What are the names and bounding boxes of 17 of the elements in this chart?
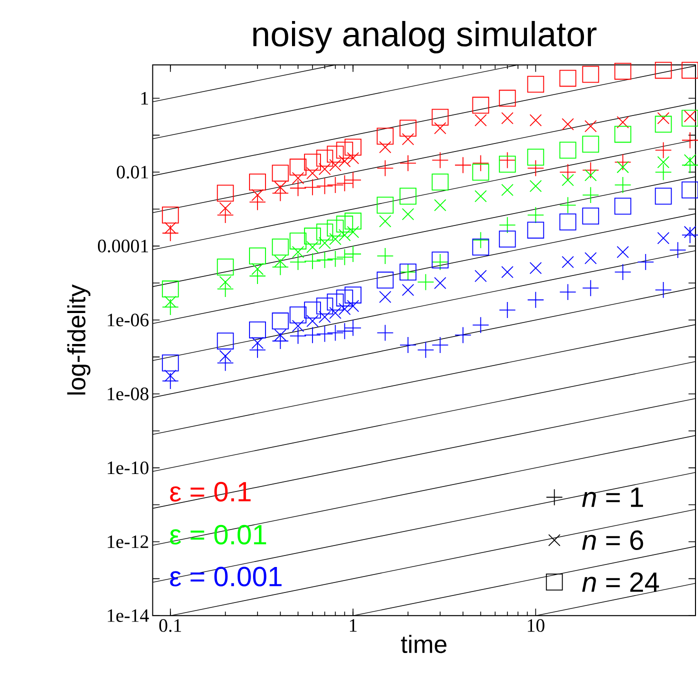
y-tick-label: 1e-08 <box>108 388 148 401</box>
y-tick-label: 0.01 <box>116 166 148 179</box>
annotation: n = 6 <box>582 530 644 550</box>
y-tick-label: 1e-14 <box>108 610 149 622</box>
chart-title: noisy analog simulator <box>253 21 596 54</box>
y-axis-title: log-fidelity <box>67 284 90 395</box>
x-tick-label: 0.1 <box>159 619 182 632</box>
annotation: n = 24 <box>582 572 659 592</box>
x-axis-title: time <box>400 635 446 654</box>
annotation: n = 1 <box>582 488 643 508</box>
x-tick-label: 10 <box>528 619 544 632</box>
y-tick-label: 1e-10 <box>108 462 148 474</box>
y-tick-label: 1 <box>141 92 148 105</box>
x-tick-label: 1 <box>350 619 357 632</box>
y-tick-label: 0.0001 <box>98 240 148 253</box>
y-tick-label: 1e-12 <box>108 536 148 548</box>
y-tick-label: 1e-06 <box>108 314 149 327</box>
